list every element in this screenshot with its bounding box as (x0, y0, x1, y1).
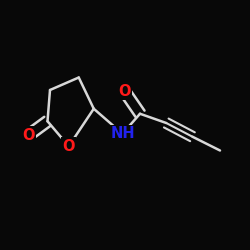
Text: O: O (118, 84, 131, 99)
Text: NH: NH (110, 126, 135, 141)
Text: O: O (62, 139, 75, 154)
Text: O: O (22, 128, 35, 142)
